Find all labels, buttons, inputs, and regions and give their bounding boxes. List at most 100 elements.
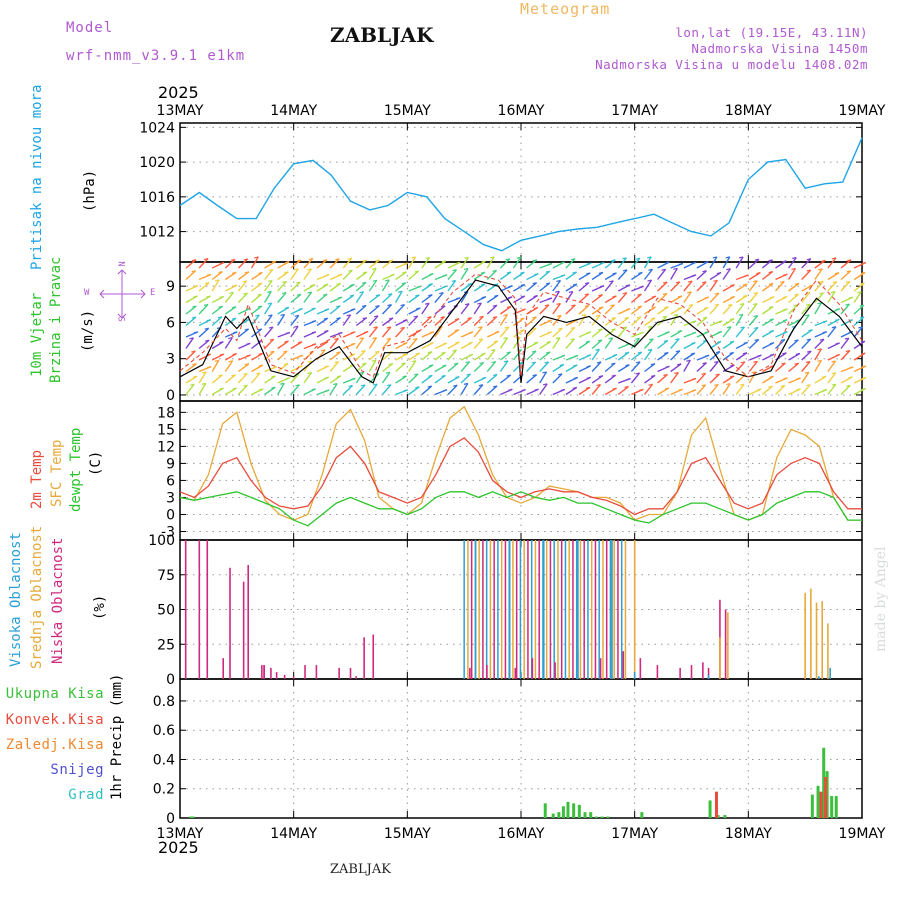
precip-bar-total [561,806,565,818]
wind-barb-head [334,361,339,364]
wind-barb [722,304,733,315]
wind-barb-head [246,354,251,357]
wind-barb-head [752,302,758,306]
wind-barb-head [415,352,420,355]
wind-barb-head [848,376,853,379]
wind-barb-head [691,341,696,345]
wind-barb [657,306,669,315]
wind-barb-head [307,268,312,271]
wind-barb-head [337,273,343,276]
wind-barb [473,384,484,395]
wind-barb [591,339,603,350]
wind-barb-head [691,274,697,277]
wind-barb-head [336,282,341,285]
wind-barb-head [556,302,561,306]
wind-barb-head [478,338,483,341]
wind-barb-head [532,259,537,262]
wind-barb [316,259,328,269]
wind-barb-head [193,331,199,334]
wind-barb [513,361,524,372]
wind-barb-head [570,326,575,330]
wind-barb-head [753,291,758,295]
wind-barb-head [463,382,468,385]
wind-barb [827,272,840,281]
wind-barb [801,314,810,326]
wind-barb-head [598,306,604,309]
wind-barb-head [362,362,367,365]
wind-barb-head [545,270,550,273]
wind-barb-head [336,375,342,378]
wind-barb [434,325,443,338]
wind-barb-head [534,273,539,276]
wind-barb [604,337,614,349]
wind-barb [630,293,642,304]
wind-barb-head [232,271,237,274]
wind-barb-head [560,354,566,357]
wind-barb [460,383,469,395]
wind-barb-head [845,303,850,306]
wind-barb-head [334,337,339,341]
wind-barb-head [271,386,276,389]
wind-barb-head [585,340,590,343]
wind-barb [211,341,224,350]
wind-barb [617,269,628,280]
wind-barb [434,292,444,303]
wind-barb [604,272,617,281]
wind-barb [224,374,236,384]
wind-barb [801,361,811,372]
wind-barb-head [362,259,367,262]
wind-barb-head [754,258,760,261]
wind-barb-head [336,317,341,320]
wind-barb [408,386,420,396]
wind-barb [513,317,525,327]
wind-barb [355,291,365,303]
wind-barb [408,373,419,384]
wind-barb [355,384,366,395]
precip-bar-total [723,815,727,818]
wind-barb [290,268,299,280]
precip-bar-total [557,812,561,818]
wind-barb-head [688,304,693,307]
precip-bar-convective [824,777,828,818]
wind-barb-head [781,362,786,365]
wind-barb-head [532,316,537,319]
wind-barb-head [849,366,854,369]
pressure-line [179,137,863,252]
wind-barb-head [362,271,368,274]
wind-barb-head [821,375,827,378]
wind-barb-head [442,285,448,288]
y-tick-label: 100 [148,533,175,549]
wind-barb [814,302,823,315]
wind-barb-head [232,352,237,356]
wind-barb-head [325,389,330,392]
wind-barb-head [466,373,471,376]
wind-barb [709,303,720,315]
wind-barb-head [428,374,433,377]
wind-barb-head [298,354,304,357]
wind-barb [552,373,563,384]
wind-barb [473,271,486,281]
wind-barb-head [547,262,553,266]
wind-barb-head [464,303,470,306]
wind-barb-head [359,291,364,294]
wind-barb [486,349,496,361]
wind-barb [198,339,210,350]
wind-barb-head [532,374,537,377]
wind-barb [657,373,668,384]
wind-barb [408,270,420,281]
wind-barb [657,351,669,361]
wind-barb-head [400,326,405,330]
wind-barb-head [622,292,627,295]
wind-barb [499,351,512,361]
wind-barb-head [323,341,329,344]
wind-barb-head [295,384,300,387]
legend-hail: Grad [68,787,104,803]
precip-bar-total [640,812,644,818]
wind-barb-head [704,354,710,357]
wind-barb-head [320,349,326,352]
wind-barb-head [463,267,469,271]
wind-barb-head [678,262,684,266]
wind-barb [198,383,207,395]
wind-barb [368,305,380,315]
wind-barb-head [371,267,377,270]
